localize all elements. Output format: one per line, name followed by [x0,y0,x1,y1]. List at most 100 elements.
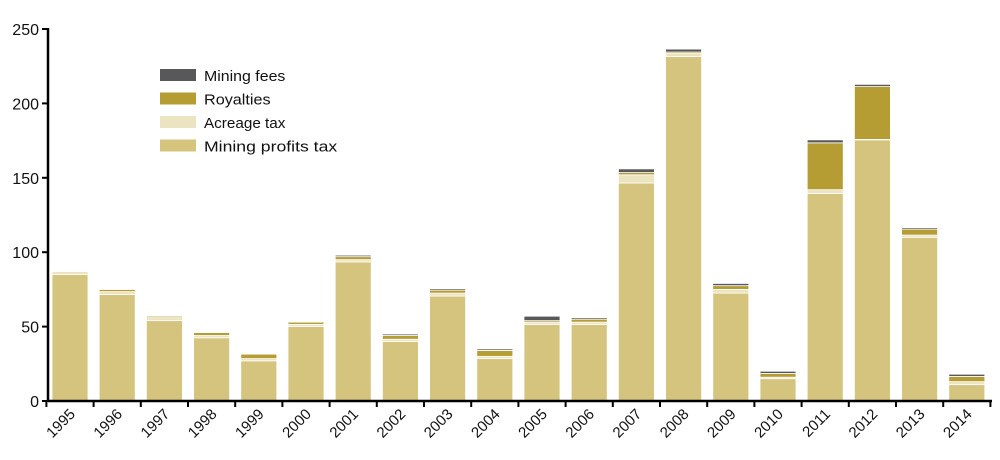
bar-segment-royalties [477,350,513,356]
bar-segment-acreage-tax [618,175,654,183]
y-tick-label: 50 [21,320,39,337]
legend-swatch [160,93,196,105]
x-tick-label: 2002 [374,406,410,442]
bar-segment-mining-fees [949,374,985,376]
bar-stack-2011 [807,140,843,401]
x-tick-label: 2009 [704,406,740,442]
bar-segment-mining-fees [760,371,796,373]
bar-segment-mining-profits-tax [666,57,702,401]
bar-stack-2001 [335,255,371,401]
bar-stack-2006 [571,318,607,401]
x-tick-label: 2003 [421,406,457,442]
bar-segment-mining-fees [99,289,135,290]
bar-stack-2007 [618,169,654,401]
bar-stack-2010 [760,371,796,401]
bar-segment-mining-fees [194,332,230,333]
bar-segment-mining-profits-tax [194,338,230,401]
legend-label: Royalties [204,92,271,109]
legend-swatch [160,116,196,128]
x-tick-label: 1998 [185,406,221,442]
bar-segment-mining-fees [241,353,277,354]
bar-stack-2003 [430,289,466,401]
bar-segment-acreage-tax [666,54,702,57]
bar-segment-mining-profits-tax [902,237,938,401]
bar-stack-2012 [854,84,890,401]
bar-segment-mining-fees [146,315,182,316]
bar-segment-mining-fees [524,316,560,320]
bar-segment-mining-fees [288,321,324,322]
bar-stack-1996 [99,289,135,401]
bar-segment-acreage-tax [713,289,749,293]
bar-segment-royalties [713,286,749,290]
bar-segment-mining-fees [571,318,607,319]
bar-segment-mining-profits-tax [854,140,890,401]
bar-segment-royalties [854,87,890,140]
bar-segment-mining-fees [713,283,749,285]
x-tick-label: 2006 [562,406,598,442]
bar-segment-mining-fees [382,334,418,335]
bar-segment-royalties [430,290,466,293]
y-tick-label: 0 [30,394,39,411]
legend-swatch [160,140,196,152]
y-tick-label: 200 [12,96,39,113]
bar-segment-mining-fees [52,270,88,271]
bar-segment-royalties [335,257,371,260]
bar-segment-mining-profits-tax [146,321,182,401]
bar-segment-mining-profits-tax [713,293,749,401]
bar-segment-mining-profits-tax [288,327,324,401]
bar-stack-1999 [241,353,277,401]
bar-stack-1995 [52,270,88,401]
x-tick-label: 2010 [751,406,787,442]
bar-segment-mining-profits-tax [99,295,135,401]
bar-segment-mining-profits-tax [618,183,654,401]
bar-segment-mining-profits-tax [241,361,277,401]
bar-segment-mining-fees [618,169,654,173]
legend-swatch [160,69,196,81]
y-tick-label: 250 [12,22,39,39]
bar-segment-acreage-tax [949,382,985,385]
bar-segment-mining-profits-tax [335,262,371,401]
bar-segment-mining-fees [854,84,890,86]
x-tick-label: 2004 [468,406,504,442]
bar-stack-2002 [382,334,418,401]
x-tick-label: 1997 [138,406,174,442]
bar-stack-2013 [902,228,938,401]
bar-segment-mining-profits-tax [760,379,796,401]
bar-stack-1998 [194,332,230,401]
bar-segment-mining-profits-tax [430,296,466,401]
bar-segment-acreage-tax [52,272,88,275]
bar-segment-royalties [194,333,230,336]
legend-label: Mining profits tax [204,139,338,156]
bar-segment-mining-profits-tax [807,193,843,401]
bar-stack-2014 [949,374,985,401]
legend-label: Mining fees [204,68,285,85]
x-tick-label: 2000 [279,406,315,442]
x-tick-label: 2005 [515,406,551,442]
bar-segment-mining-profits-tax [949,385,985,401]
bar-segment-mining-fees [430,289,466,290]
x-tick-label: 2014 [940,406,976,442]
bar-segment-mining-profits-tax [571,324,607,401]
bar-segment-mining-fees [902,228,938,229]
bar-segment-acreage-tax [807,190,843,194]
x-tick-label: 2013 [893,406,929,442]
bar-segment-royalties [571,319,607,322]
bar-stack-2009 [713,283,749,401]
bar-stack-2005 [524,316,560,401]
bar-stack-2004 [477,349,513,401]
bar-segment-royalties [241,354,277,358]
bar-segment-royalties [902,229,938,235]
x-tick-label: 1999 [232,406,268,442]
bar-segment-royalties [807,143,843,190]
x-tick-label: 1995 [43,406,79,442]
bar-segment-royalties [382,336,418,340]
bar-segment-mining-fees [807,140,843,143]
x-tick-label: 2011 [799,406,834,441]
bar-segment-mining-fees [477,349,513,350]
bar-segment-mining-profits-tax [524,324,560,401]
bar-segment-royalties [949,376,985,381]
y-tick-label: 150 [12,171,39,188]
bar-segment-royalties [760,373,796,377]
